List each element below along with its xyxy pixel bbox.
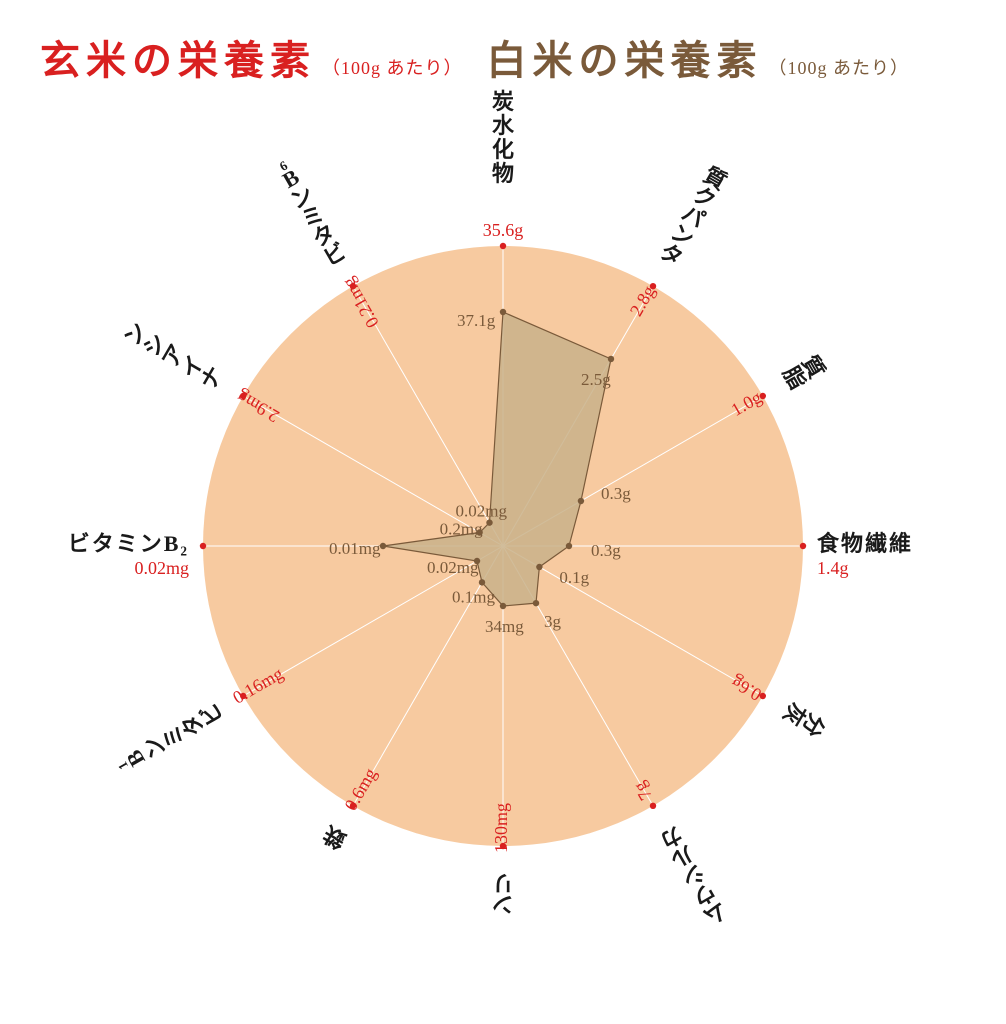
inner-dot — [380, 543, 386, 549]
inner-value: 0.02mg — [456, 502, 508, 521]
inner-dot — [536, 564, 542, 570]
outer-value: 130mg — [491, 803, 511, 853]
axis-label: 炭 — [492, 89, 514, 114]
svg-text:リ: リ — [492, 870, 514, 895]
svg-text:₆: ₆ — [271, 147, 290, 172]
outer-dot — [650, 803, 656, 809]
inner-value: 0.1g — [559, 568, 589, 587]
inner-dot — [533, 600, 539, 606]
svg-text:ン: ン — [492, 892, 514, 917]
axis-label: タンパク質 — [655, 162, 731, 271]
outer-value: 35.6g — [483, 220, 524, 240]
axis-label: 水 — [492, 113, 515, 138]
inner-value: 0.02mg — [427, 558, 479, 577]
outer-value: 0.02mg — [134, 558, 189, 578]
inner-dot — [500, 309, 506, 315]
outer-dot — [500, 243, 506, 249]
axis-label: 物 — [492, 161, 514, 186]
axis-label: 化 — [492, 137, 514, 162]
inner-value: 0.2mg — [440, 519, 483, 538]
axis-label: リン — [492, 870, 514, 917]
title-left-sub: （100g あたり） — [322, 54, 463, 80]
inner-value: 0.3g — [591, 541, 621, 560]
axis-label: ビタミンB₂ — [68, 531, 189, 556]
axis-label: ナイアシン — [119, 318, 228, 394]
inner-value: 0.3g — [601, 484, 631, 503]
axis-label: ビタミンB₆ — [271, 147, 351, 271]
title-left-main: 玄米の栄養素 — [40, 28, 316, 86]
title-right-main: 白米の栄養素 — [487, 28, 763, 86]
axis-label: 脂質 — [778, 351, 830, 394]
axis-label: 灰分 — [778, 698, 830, 741]
radar-chart: 炭水化物35.6gタンパク質2.8g脂質1.0g食物繊維1.4g灰分0.6gカル… — [0, 86, 1006, 986]
outer-dot — [200, 543, 206, 549]
inner-dot — [479, 579, 485, 585]
axis-label: 鉄 — [319, 821, 351, 854]
inner-value: 3g — [544, 612, 562, 631]
inner-dot — [566, 543, 572, 549]
titles-row: 玄米の栄養素 （100g あたり） 白米の栄養素 （100g あたり） — [0, 0, 1006, 86]
axis-label: 食物繊維 — [817, 531, 913, 556]
radar-chart-svg: 炭水化物35.6gタンパク質2.8g脂質1.0g食物繊維1.4g灰分0.6gカル… — [0, 86, 1006, 986]
axis-label: カルシウム — [655, 821, 731, 930]
axis-label: ビタミンB₁ — [104, 698, 228, 778]
inner-value: 37.1g — [457, 311, 496, 330]
outer-value: 1.4g — [817, 558, 849, 578]
svg-text:鉄: 鉄 — [319, 821, 351, 854]
inner-dot — [578, 498, 584, 504]
title-right-sub: （100g あたり） — [769, 54, 910, 80]
outer-dot — [800, 543, 806, 549]
svg-text:₁: ₁ — [104, 760, 129, 778]
inner-value: 2.5g — [581, 370, 611, 389]
inner-value: 0.1mg — [452, 587, 495, 606]
inner-value: 0.01mg — [329, 539, 381, 558]
inner-dot — [608, 356, 614, 362]
inner-value: 34mg — [485, 617, 524, 636]
inner-dot — [500, 603, 506, 609]
